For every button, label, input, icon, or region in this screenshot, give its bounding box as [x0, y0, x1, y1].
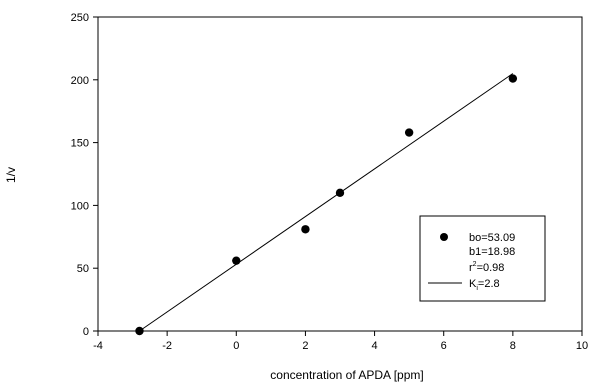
- y-tick-label: 250: [71, 12, 89, 24]
- y-tick-label: 0: [83, 326, 89, 338]
- y-tick-label: 100: [71, 200, 89, 212]
- x-tick-label: 10: [576, 340, 588, 352]
- x-axis-title: concentration of APDA [ppm]: [270, 368, 423, 382]
- x-tick-label: 2: [302, 340, 308, 352]
- legend-ki-suffix: =2.8: [478, 278, 500, 290]
- legend-ki-sub: i: [476, 285, 478, 292]
- data-point: [335, 188, 345, 198]
- y-tick-label: 200: [71, 75, 89, 87]
- x-tick-label: -4: [93, 340, 103, 352]
- legend-b1: b1=18.98: [469, 246, 515, 258]
- axes: [97, 16, 583, 332]
- y-tick-label: 150: [71, 138, 89, 150]
- y-tick-label: 50: [77, 263, 89, 275]
- regression-line: [139, 73, 514, 332]
- regression-line-segment: [139, 73, 514, 332]
- x-tick-label: 6: [441, 340, 447, 352]
- x-tick-label: 8: [510, 340, 516, 352]
- legend-r2: r2=0.98: [469, 261, 504, 274]
- legend: bo=53.09 b1=18.98 r2=0.98 Ki=2.8: [419, 215, 546, 302]
- legend-point-marker: [440, 233, 448, 241]
- x-tick-label: 4: [372, 340, 378, 352]
- data-point: [301, 225, 310, 234]
- legend-bo: bo=53.09: [469, 232, 515, 244]
- plot-frame: [97, 16, 583, 332]
- tick-marks: [93, 16, 583, 336]
- legend-r2-suffix: =0.98: [477, 262, 505, 274]
- x-tick-label: 0: [233, 340, 239, 352]
- legend-r2-prefix: r: [469, 262, 473, 274]
- legend-ki-prefix: K: [469, 278, 477, 290]
- legend-r2-sup: 2: [473, 261, 477, 268]
- x-tick-label: -2: [162, 340, 172, 352]
- data-point: [508, 74, 518, 83]
- data-point: [135, 326, 144, 336]
- legend-ki: Ki=2.8: [469, 278, 500, 292]
- data-point: [404, 128, 414, 137]
- data-point: [232, 256, 241, 265]
- data-points: [135, 74, 518, 336]
- legend-box: [419, 215, 546, 302]
- y-axis-title: 1/v: [4, 167, 18, 183]
